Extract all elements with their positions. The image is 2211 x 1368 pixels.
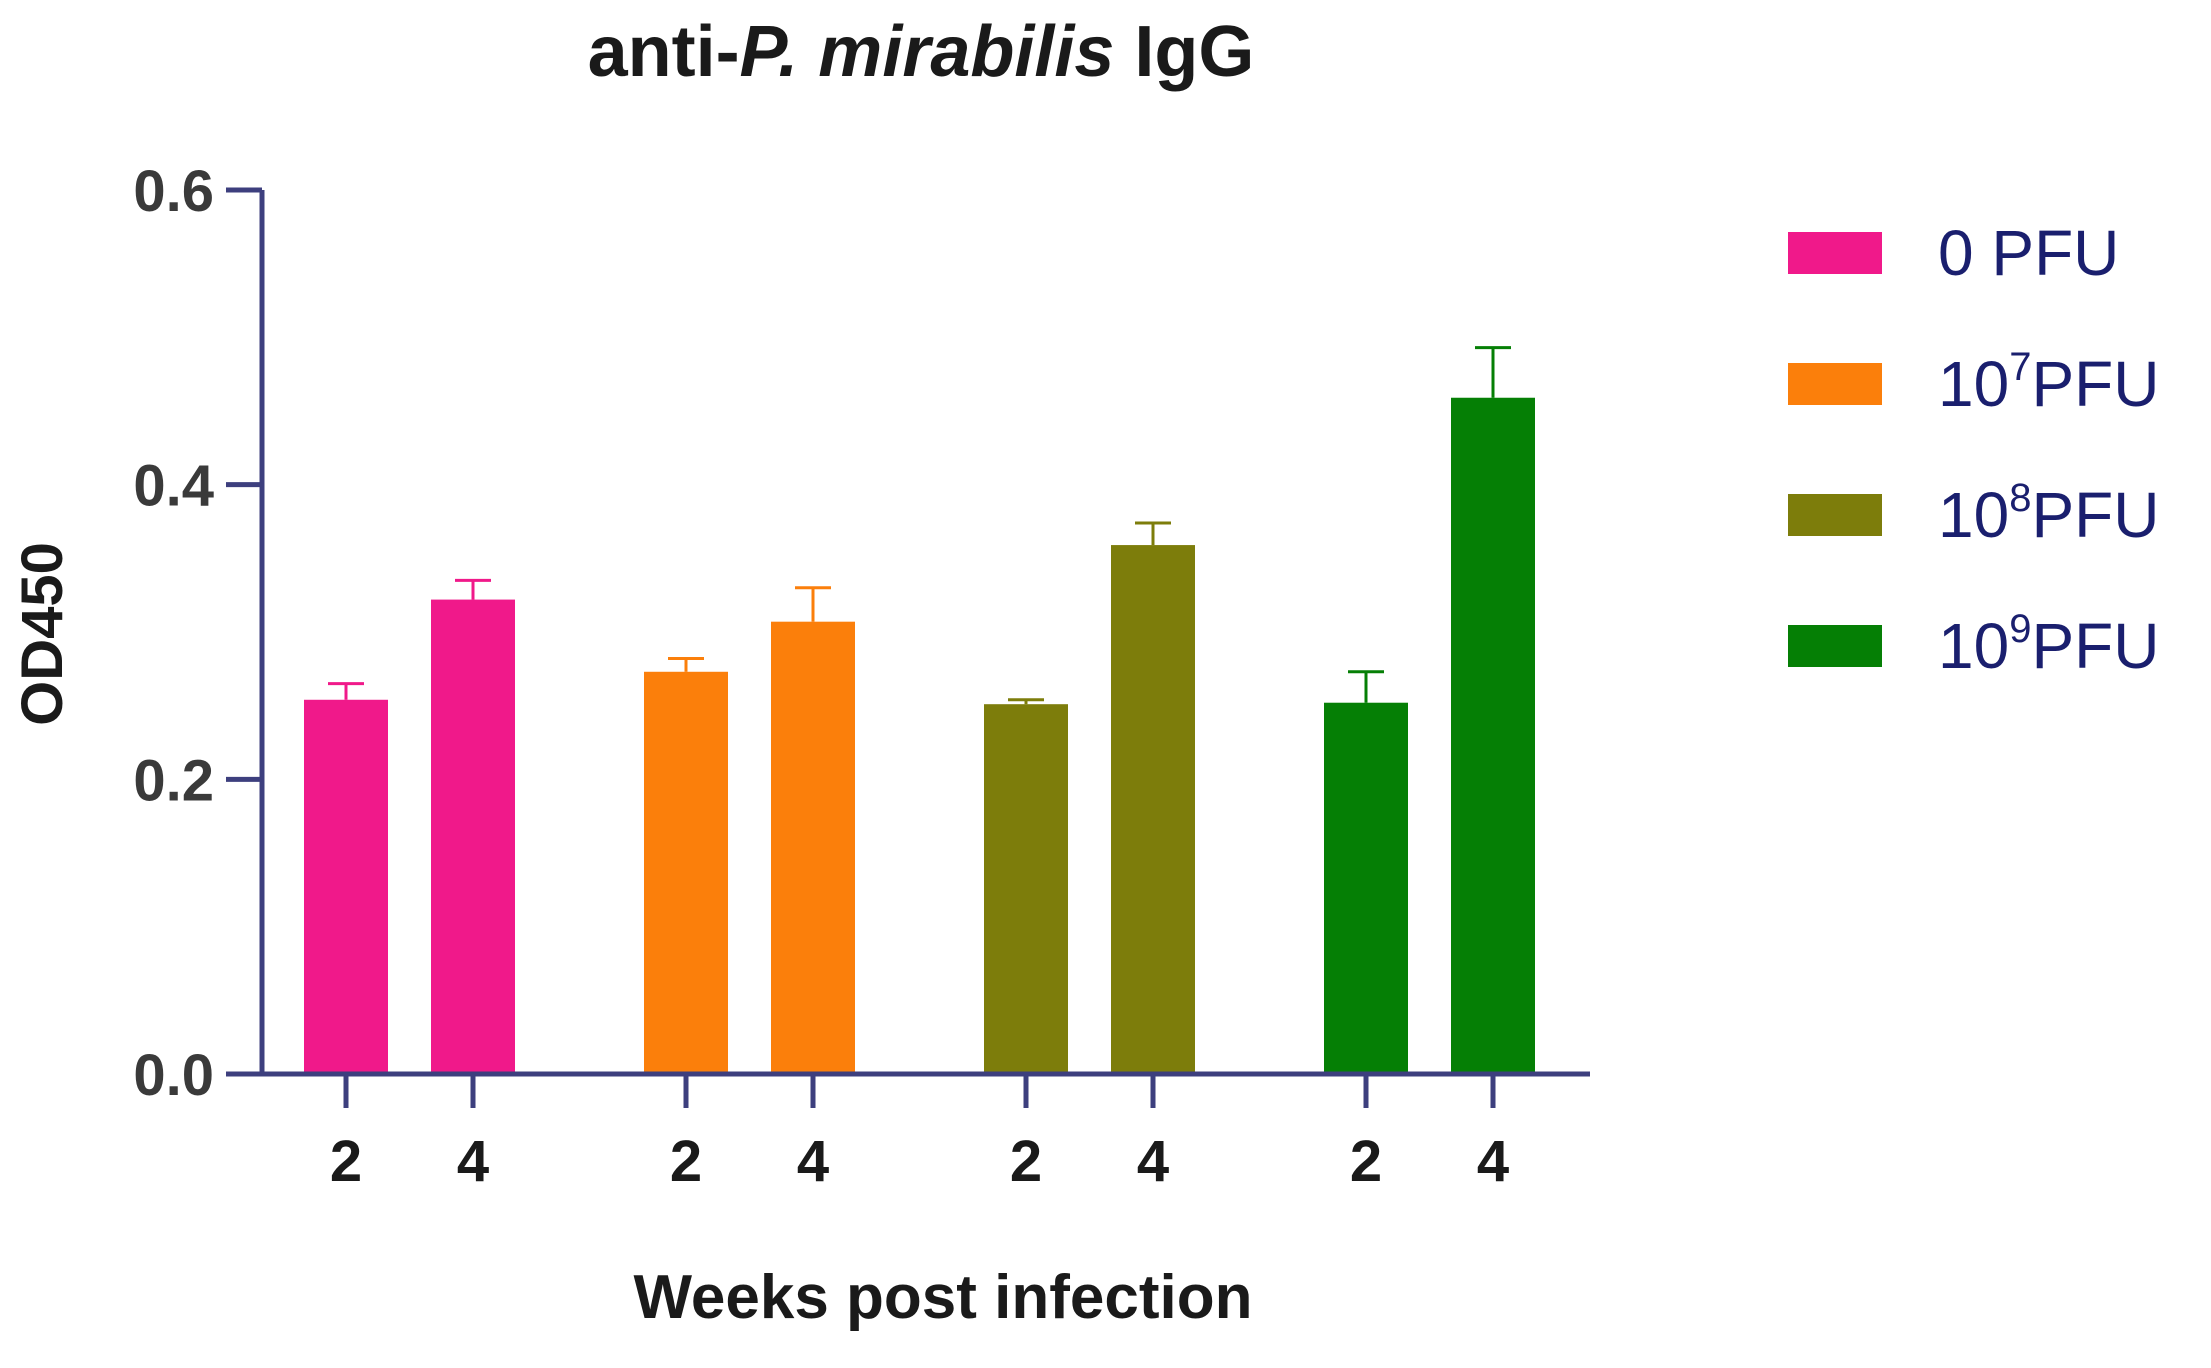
bar [644,671,728,1074]
bar [1451,397,1535,1074]
legend-swatch [1788,625,1882,667]
legend-label: 107PFU [1938,345,2159,420]
bar [1111,545,1195,1074]
legend-swatch [1788,494,1882,536]
bar [984,704,1068,1074]
y-axis-label: OD450 [10,542,75,726]
x-tick-label: 2 [1010,1129,1042,1194]
x-tick-label: 4 [797,1129,829,1194]
chart-title: anti-P. mirabilis IgG [588,12,1255,92]
axes-layer: 2 4 2 4 2 4 2 4 0.0 0.2 0.4 0.6 [133,159,1590,1194]
legend-label: 108PFU [1938,476,2159,551]
x-tick-label: 4 [1137,1129,1169,1194]
y-tick-label: 0.2 [133,748,214,813]
y-tick-label: 0.6 [133,159,214,224]
x-axis-label: Weeks post infection [634,1263,1253,1332]
y-tick-label: 0.0 [133,1043,214,1108]
legend-swatch [1788,232,1882,274]
legend-label: 109PFU [1938,607,2159,682]
legend: 0 PFU 107PFU 108PFU 109PFU [1788,217,2159,682]
x-tick-label: 4 [457,1129,489,1194]
bar [1324,702,1408,1074]
x-tick-label: 2 [670,1129,702,1194]
bar [304,699,388,1074]
bar [431,599,515,1074]
x-tick-label: 2 [330,1129,362,1194]
x-tick-label: 2 [1350,1129,1382,1194]
bar [771,621,855,1074]
y-tick-label: 0.4 [133,454,214,519]
legend-label: 0 PFU [1938,217,2119,289]
x-tick-label: 4 [1477,1129,1509,1194]
legend-swatch [1788,363,1882,405]
bars-layer [304,346,1535,1074]
